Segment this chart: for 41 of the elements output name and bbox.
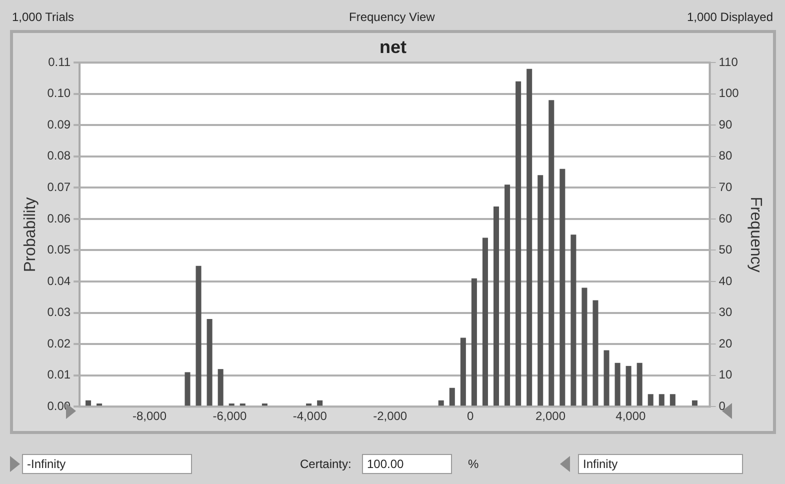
- chart-title: net: [380, 36, 407, 57]
- y-tick-label: 0.04: [47, 274, 71, 288]
- x-tick-label: -4,000: [292, 409, 328, 424]
- y2-tick-label: 0: [718, 398, 726, 413]
- text: 1,000 Displayed: [686, 10, 773, 24]
- x-tick-label: 2,000: [535, 409, 566, 424]
- y2-tick-label: 40: [718, 274, 732, 288]
- x-tick-label: 4,000: [616, 409, 646, 424]
- text: %: [468, 457, 479, 471]
- y-tick-label: 0.03: [47, 305, 71, 320]
- y2-tick-label: 60: [718, 211, 732, 226]
- text: Frequency View: [349, 10, 435, 24]
- y-tick-label: 0.01: [47, 368, 71, 382]
- y2-axis-title: Frequency: [746, 196, 764, 272]
- y-tick-label: 0.09: [47, 117, 71, 132]
- y2-tick-label: 30: [718, 305, 732, 320]
- y-axis-title: Probability: [22, 197, 40, 272]
- text: 100.00: [362, 454, 452, 474]
- y2-tick-label: 80: [718, 148, 732, 163]
- text: 1,000 Trials: [12, 10, 74, 24]
- y2-tick-label: 70: [718, 180, 732, 194]
- y-tick-label: 0.11: [48, 54, 71, 69]
- y2-tick-label: 50: [718, 242, 732, 257]
- y-tick-label: 0.10: [47, 86, 71, 100]
- y2-tick-label: 110: [718, 54, 738, 69]
- y-tick-label: 0.06: [47, 211, 71, 226]
- text: -Infinity: [22, 454, 192, 474]
- x-tick-label: -6,000: [212, 409, 248, 424]
- x-tick-label: -2,000: [373, 409, 408, 424]
- y-tick-label: 0.02: [47, 336, 71, 350]
- y-tick-label: 0.08: [47, 148, 71, 163]
- y-tick-label: 0.05: [47, 242, 71, 257]
- x-tick-label: 0: [466, 409, 474, 424]
- y-tick-label: 0.07: [47, 180, 71, 194]
- y2-tick-label: 10: [718, 368, 732, 382]
- text: Certainty:: [300, 457, 352, 471]
- y2-tick-label: 90: [718, 117, 732, 132]
- y2-tick-label: 100: [718, 86, 740, 100]
- y2-tick-label: 20: [718, 336, 732, 350]
- text: Infinity: [578, 454, 743, 474]
- x-tick-label: -8,000: [132, 409, 167, 424]
